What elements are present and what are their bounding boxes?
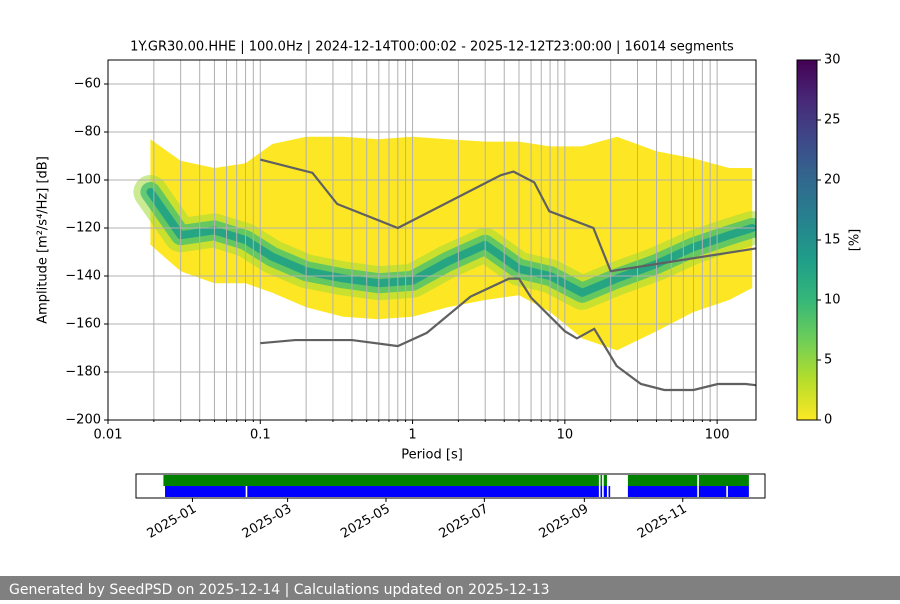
colorbar bbox=[796, 59, 818, 421]
coverage-segment bbox=[608, 486, 611, 497]
x-tick-label: 10 bbox=[557, 428, 574, 443]
plot-area bbox=[108, 60, 756, 420]
footer-text: Generated by SeedPSD on 2025-12-14 | Cal… bbox=[9, 582, 550, 598]
coverage-segment bbox=[627, 486, 698, 497]
x-tick-label: 1 bbox=[408, 428, 416, 443]
y-tick-label: −180 bbox=[65, 365, 101, 380]
x-axis-label: Period [s] bbox=[401, 448, 463, 463]
coverage-segment bbox=[165, 486, 246, 497]
y-tick-label: −140 bbox=[65, 269, 101, 284]
y-tick-label: −160 bbox=[65, 317, 101, 332]
colorbar-tick-label: 5 bbox=[824, 353, 832, 368]
coverage-segment bbox=[600, 475, 603, 486]
coverage-segment bbox=[698, 486, 727, 497]
x-tick-label: 0.01 bbox=[94, 428, 123, 443]
axes-frame bbox=[107, 59, 757, 421]
y-tick-label: −200 bbox=[65, 413, 101, 428]
colorbar-tick-label: 15 bbox=[824, 233, 841, 248]
coverage-segment bbox=[698, 475, 749, 486]
coverage-frame bbox=[135, 473, 766, 499]
x-tick-label: 0.1 bbox=[250, 428, 271, 443]
chart-title: 1Y.GR30.00.HHE | 100.0Hz | 2024-12-14T00… bbox=[130, 40, 734, 55]
y-tick-label: −120 bbox=[65, 221, 101, 236]
coverage-segment bbox=[603, 486, 607, 497]
colorbar-label: [%] bbox=[848, 229, 863, 252]
y-tick-label: −100 bbox=[65, 173, 101, 188]
colorbar-tick-label: 10 bbox=[824, 293, 841, 308]
coverage-segment bbox=[603, 475, 607, 486]
coverage-segment bbox=[727, 486, 749, 497]
coverage-segment bbox=[600, 486, 603, 497]
x-tick-label: 100 bbox=[705, 428, 730, 443]
coverage-segment bbox=[163, 475, 599, 486]
y-axis-label: Amplitude [m²/s⁴/Hz] [dB] bbox=[36, 156, 51, 324]
coverage-segment bbox=[627, 475, 698, 486]
noise-model-line bbox=[260, 277, 756, 392]
y-tick-label: −60 bbox=[74, 77, 101, 92]
noise-model-line bbox=[260, 158, 756, 273]
coverage-segment bbox=[247, 486, 599, 497]
y-tick-label: −80 bbox=[74, 125, 101, 140]
colorbar-tick-label: 25 bbox=[824, 113, 841, 128]
colorbar-tick-label: 20 bbox=[824, 173, 841, 188]
colorbar-tick-label: 0 bbox=[824, 413, 832, 428]
colorbar-tick-label: 30 bbox=[824, 53, 841, 68]
footer-bar bbox=[0, 576, 900, 600]
